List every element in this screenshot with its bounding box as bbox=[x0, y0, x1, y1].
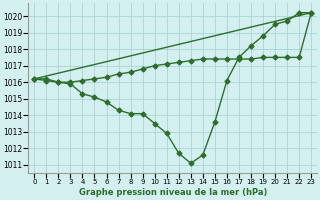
X-axis label: Graphe pression niveau de la mer (hPa): Graphe pression niveau de la mer (hPa) bbox=[79, 188, 267, 197]
